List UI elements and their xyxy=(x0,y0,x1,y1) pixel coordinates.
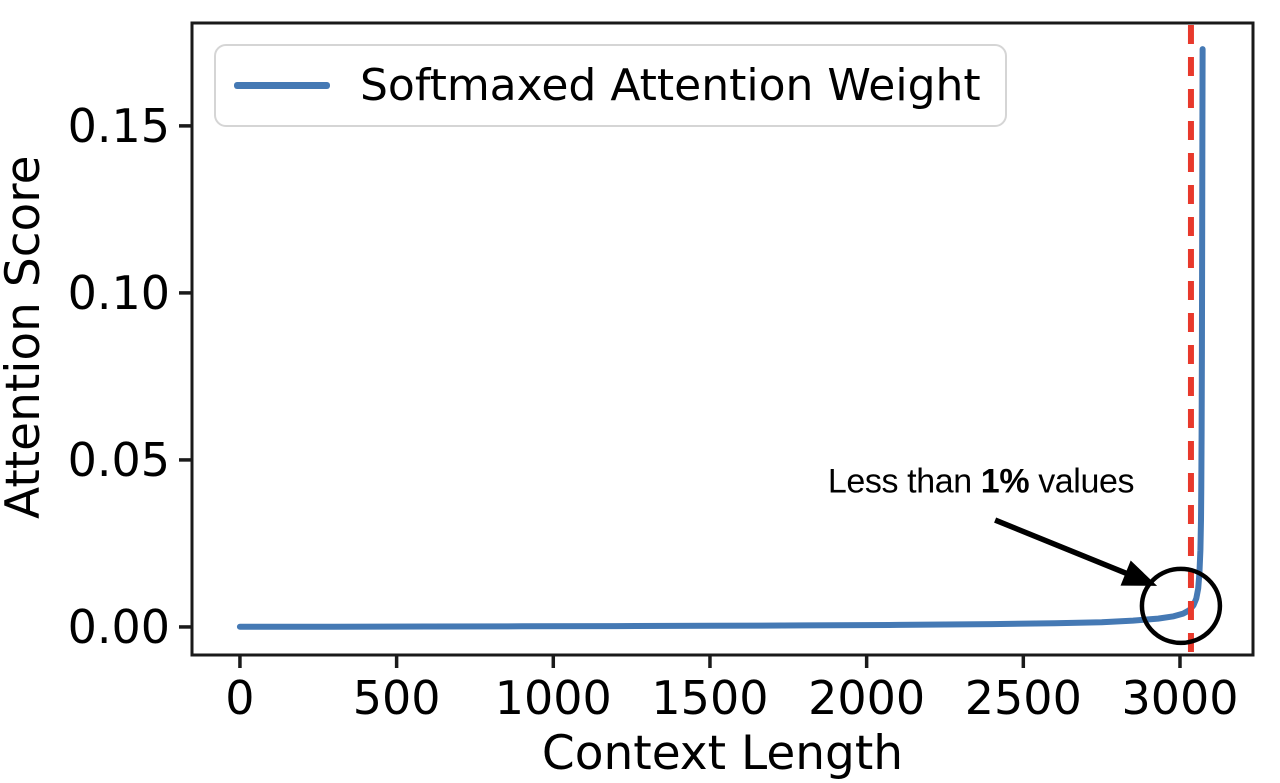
y-tick-label: 0.10 xyxy=(67,265,170,320)
x-tick-label: 1500 xyxy=(651,671,769,725)
y-tick-label: 0.05 xyxy=(67,432,170,487)
legend-entry-label: Softmaxed Attention Weight xyxy=(360,60,981,111)
attention-weight-line xyxy=(236,46,1206,630)
x-tick-label: 2500 xyxy=(964,671,1082,725)
plot-frame xyxy=(190,21,1255,657)
annotation-bold-value: 1% xyxy=(980,462,1030,501)
y-tick-label: 0.15 xyxy=(67,98,170,153)
x-tick-label: 3000 xyxy=(1121,671,1239,725)
annotation-arrow-shaft xyxy=(994,517,1133,578)
x-axis-label: Context Length xyxy=(541,726,904,781)
annotation-suffix: values xyxy=(1029,462,1135,501)
y-tick-label: 0.00 xyxy=(67,599,170,654)
annotation-circle xyxy=(1139,566,1223,646)
x-tick-label: 0 xyxy=(225,671,255,725)
legend-line-sample-icon xyxy=(234,82,330,89)
x-tick-label: 500 xyxy=(352,671,441,725)
annotation-prefix: Less than xyxy=(827,462,981,501)
annotation-less-than-1-percent: Less than 1% values xyxy=(827,462,1135,501)
x-tick-label: 1000 xyxy=(494,671,612,725)
annotation-arrow-head xyxy=(1120,560,1158,586)
x-tick-label: 2000 xyxy=(808,671,926,725)
legend: Softmaxed Attention Weight xyxy=(214,44,1007,127)
